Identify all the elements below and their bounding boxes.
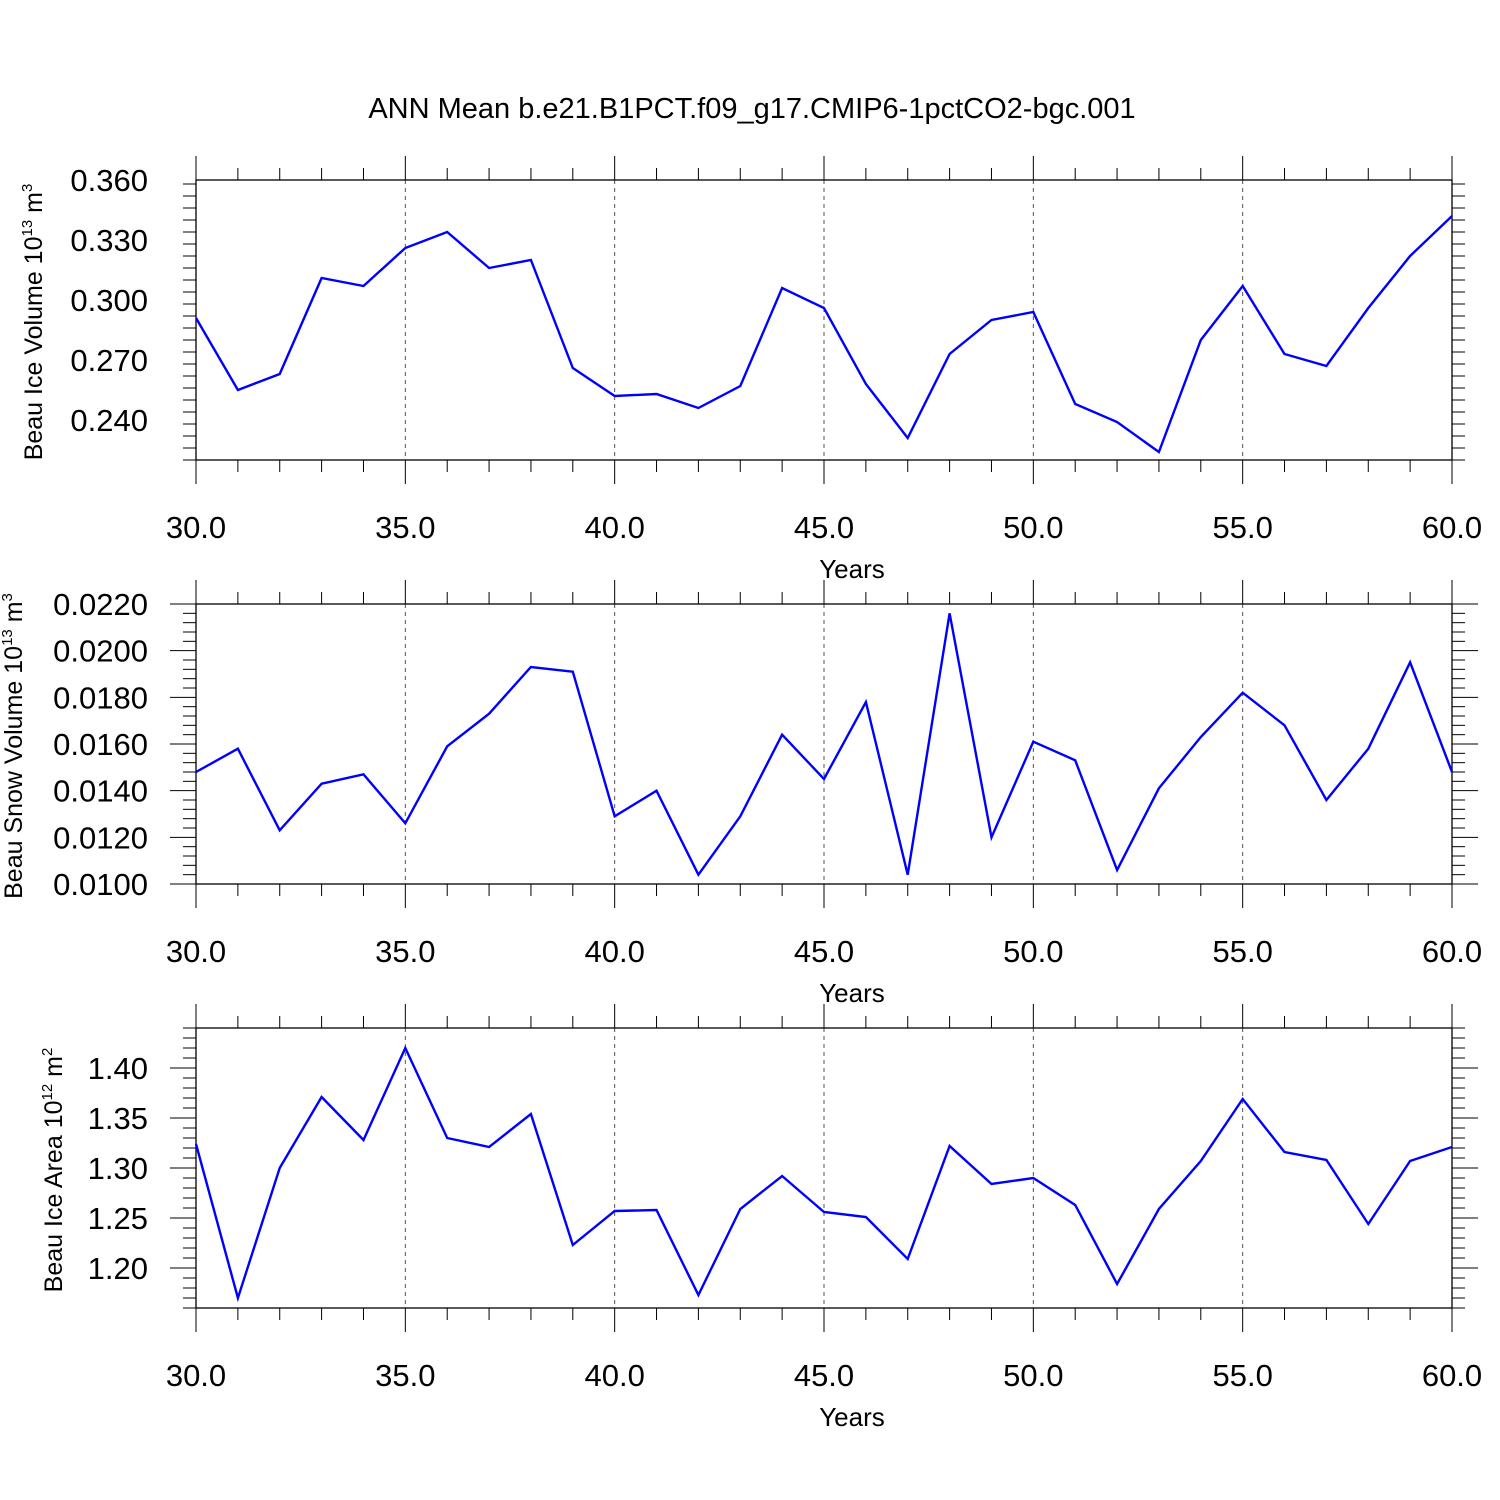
y-tick-label: 0.0120 [53, 820, 148, 855]
y-tick-label: 1.30 [88, 1151, 148, 1186]
x-tick-label: 40.0 [584, 510, 644, 545]
y-tick-label: 0.360 [70, 163, 148, 198]
x-axis-title: Years [819, 1402, 885, 1432]
x-tick-label: 35.0 [375, 510, 435, 545]
y-axis-title-part: m [20, 192, 48, 220]
x-tick-label: 60.0 [1422, 1358, 1482, 1393]
y-axis-title-part: Beau Ice Area 10 [40, 1101, 68, 1293]
x-tick-label: 35.0 [375, 934, 435, 969]
y-tick-label: 1.25 [88, 1201, 148, 1236]
chart-title: ANN Mean b.e21.B1PCT.f09_g17.CMIP6-1pctC… [368, 93, 1135, 125]
y-axis-title-superscript: 12 [39, 1084, 56, 1101]
x-tick-label: 45.0 [794, 934, 854, 969]
series-line [194, 215, 1453, 454]
y-tick-label: 0.300 [70, 283, 148, 318]
y-tick-label: 0.0140 [53, 774, 148, 809]
x-tick-label: 60.0 [1422, 934, 1482, 969]
y-tick-label: 0.270 [70, 343, 148, 378]
series-line [195, 613, 1454, 878]
y-axis-title-superscript: 2 [39, 1048, 56, 1056]
x-tick-label: 40.0 [584, 934, 644, 969]
y-axis-title: Beau Ice Volume 1013 m3 [19, 184, 48, 461]
x-tick-label: 45.0 [794, 1358, 854, 1393]
x-tick-label: 40.0 [584, 1358, 644, 1393]
x-tick-label: 30.0 [166, 510, 226, 545]
y-tick-label: 0.0220 [53, 587, 148, 622]
y-tick-label: 1.40 [88, 1051, 148, 1086]
y-tick-label: 1.20 [88, 1251, 148, 1286]
y-axis-title-part: Beau Ice Volume 10 [20, 237, 48, 461]
x-tick-label: 30.0 [166, 1358, 226, 1393]
y-axis-title-part: m [0, 601, 28, 629]
y-axis-title-superscript: 13 [19, 220, 36, 237]
panel-3: 30.0 35.0 40.0 45.0 50.0 55.0 60.0 Years 1.20 1.2… [39, 1004, 1482, 1432]
y-axis-title: Beau Ice Area 1012 m2 [39, 1048, 68, 1293]
x-tick-label: 55.0 [1212, 1358, 1272, 1393]
panel-2: 30.0 35.0 40.0 45.0 50.0 55.0 60.0 Years 0.0100 0… [0, 580, 1482, 1008]
x-tick-label: 45.0 [794, 510, 854, 545]
series-line [194, 1045, 1453, 1303]
y-tick-label: 0.0180 [53, 680, 148, 715]
y-tick-label: 0.0160 [53, 727, 148, 762]
y-tick-label: 1.35 [88, 1101, 148, 1136]
y-tick-label: 0.240 [70, 403, 148, 438]
x-axis-title: Years [819, 978, 885, 1008]
x-tick-label: 30.0 [166, 934, 226, 969]
x-tick-label: 50.0 [1003, 510, 1063, 545]
y-tick-label: 0.0200 [53, 634, 148, 669]
x-tick-label: 35.0 [375, 1358, 435, 1393]
y-tick-label: 0.330 [70, 223, 148, 258]
y-axis-title-superscript: 13 [0, 629, 16, 646]
x-tick-label: 50.0 [1003, 934, 1063, 969]
panel-1: 30.0 35.0 40.0 45.0 50.0 55.0 60.0 Years 0.240 0.… [19, 156, 1482, 584]
x-tick-label: 60.0 [1422, 510, 1482, 545]
y-axis-title-superscript: 3 [19, 184, 36, 192]
x-tick-label: 55.0 [1212, 934, 1272, 969]
y-axis-title-part: Beau Snow Volume 10 [0, 646, 28, 899]
y-axis-title-superscript: 3 [0, 593, 16, 601]
x-tick-label: 55.0 [1212, 510, 1272, 545]
y-axis-title: Beau Snow Volume 1013 m3 [0, 593, 28, 899]
x-axis-title: Years [819, 554, 885, 584]
y-tick-label: 0.0100 [53, 867, 148, 902]
y-axis-title-part: m [40, 1056, 68, 1084]
x-tick-label: 50.0 [1003, 1358, 1063, 1393]
